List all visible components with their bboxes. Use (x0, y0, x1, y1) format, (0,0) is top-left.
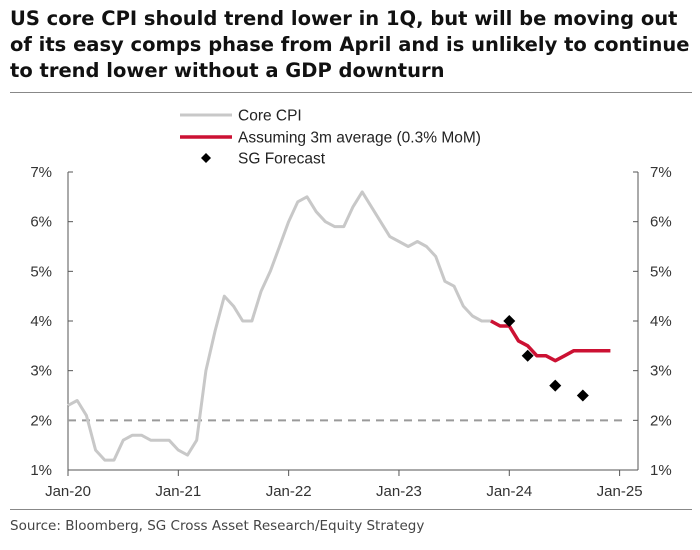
x-tick-label: Jan-20 (45, 483, 91, 500)
x-tick-label: Jan-21 (155, 483, 201, 500)
core-cpi-line (67, 190, 501, 462)
y-tick-label-right: 2% (650, 412, 672, 429)
y-tick-label-right: 5% (650, 263, 672, 280)
legend-label: SG Forecast (238, 151, 326, 168)
title-line-1: US core CPI should trend lower in 1Q, bu… (10, 7, 678, 30)
x-tick-label: Jan-24 (486, 483, 532, 500)
source-note: Source: Bloomberg, SG Cross Asset Resear… (10, 518, 425, 534)
y-tick-label-left: 3% (30, 363, 52, 380)
y-tick-label-left: 5% (30, 263, 52, 280)
title-divider (10, 92, 692, 93)
legend-label: Assuming 3m average (0.3% MoM) (238, 130, 481, 147)
y-tick-label-right: 3% (650, 363, 672, 380)
chart-title: US core CPI should trend lower in 1Q, bu… (10, 6, 690, 84)
y-tick-label-left: 2% (30, 412, 52, 429)
title-line-2: of its easy comps phase from April and i… (10, 33, 690, 56)
y-tick-label-left: 6% (30, 214, 52, 231)
source-divider (10, 509, 692, 510)
y-tick-label-right: 4% (650, 313, 672, 330)
sg-forecast-point (576, 389, 589, 402)
y-tick-label-left: 7% (30, 164, 52, 181)
y-tick-label-left: 4% (30, 313, 52, 330)
sg-forecast-point (503, 315, 516, 327)
assuming-3m-average-line (490, 319, 611, 363)
sg-forecast-point (521, 349, 534, 362)
legend-swatch-forecast (201, 153, 211, 163)
y-tick-label-right: 6% (650, 214, 672, 231)
x-tick-label: Jan-25 (597, 483, 643, 500)
x-tick-label: Jan-22 (266, 483, 312, 500)
x-tick-label: Jan-23 (376, 483, 422, 500)
title-line-3: to trend lower without a GDP downturn (10, 59, 445, 82)
y-tick-label-left: 1% (30, 462, 52, 479)
y-tick-label-right: 1% (650, 462, 672, 479)
cpi-chart: 1% 1% 2% 2% 3% 3% 4% 4% 5% 5% 6% 6% 7% 7% Jan-20 Jan-21… (30, 108, 672, 501)
legend-label: Core CPI (238, 108, 302, 125)
y-tick-label-right: 7% (650, 164, 672, 181)
sg-forecast-point (549, 379, 562, 392)
